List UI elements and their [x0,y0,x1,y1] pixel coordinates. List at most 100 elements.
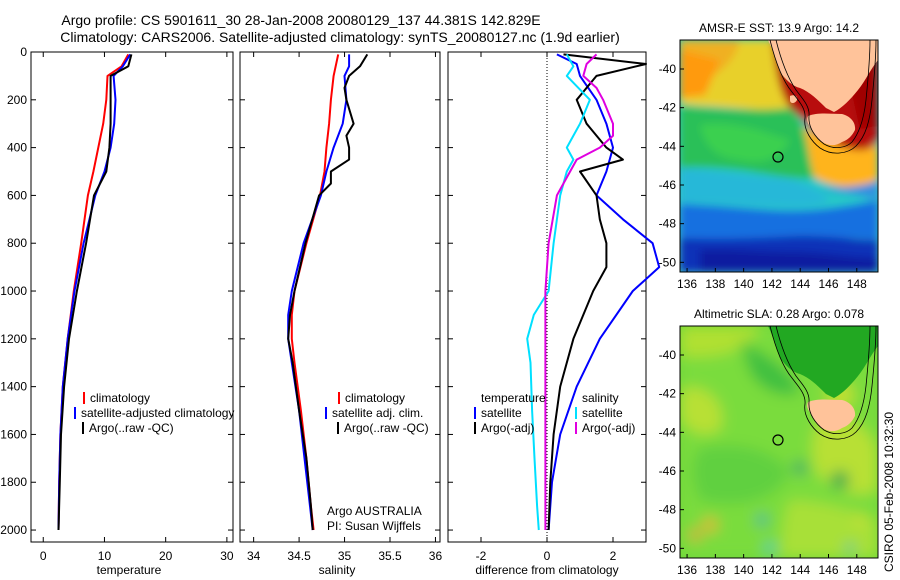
legend-title-salinity: salinity [582,391,619,405]
x-tick-label: 2 [610,549,617,563]
difference-panel-frame [447,51,647,543]
legend-label-salinity-satellite: satellite [582,406,623,420]
x-tick-label: 36 [429,549,443,563]
temperature-legend: climatology satellite-adjusted climatolo… [74,391,234,435]
series-line-temperature-argo-adj- [547,53,647,531]
series-line-climatology [57,53,130,531]
map-x-tick-label: 136 [677,563,697,577]
series-line-temperature-satellite [547,53,661,531]
sst-land-mainland [768,40,878,112]
sla-map-frame [679,325,879,559]
y-tick-label: 1600 [0,427,27,441]
sst-float-marker [772,151,784,163]
x-tick-label: 20 [159,549,173,563]
x-tick-label: 34 [247,549,261,563]
series-line-argo-raw-qc- [57,54,133,531]
map-y-tick-label: -48 [659,217,677,231]
sst-land-tasmania [807,113,856,146]
salinity-panel-frame [239,51,441,543]
series-line-satellite-adjusted-climatology [57,53,132,531]
temperature-panel-frame [30,51,234,543]
legend-label-salinity-argo: Argo(-adj) [582,421,635,435]
map-x-tick-label: 148 [847,277,867,291]
x-tick-label: 0 [40,549,47,563]
temperature-plot: 0 10 20 30 0 200 400 600 800 1000 1200 1400 1600 1800… [0,45,234,563]
y-tick-label: 2000 [0,523,27,537]
sla-float-marker [772,434,784,446]
map-y-tick-label: -42 [659,101,677,115]
map-x-tick-label: 138 [705,563,725,577]
map-y-tick-label: -44 [659,139,677,153]
map-x-tick-label: 146 [818,277,838,291]
sst-land-king-island [790,95,798,103]
map-x-tick-label: 148 [847,563,867,577]
x-tick-label: 30 [220,549,234,563]
y-tick-label: 1400 [0,380,27,394]
x-tick-label: 35.5 [378,549,402,563]
sla-land-mainland [768,326,878,398]
series-line-argo-raw-qc- [287,53,369,531]
title-line-2: Climatology: CARS2006. Satellite-adjuste… [60,29,620,45]
y-tick-label: 200 [7,93,27,107]
salinity-axis-label: salinity [319,563,356,577]
y-tick-label: 800 [7,236,27,250]
legend-label-satellite: satellite adj. clim. [332,406,423,420]
sst-map: AMSR-E SST: 13.9 Argo: 14.2 [659,21,879,291]
legend-label-climatology: climatology [345,391,405,405]
title-line-1: Argo profile: CS 5901611_30 28-Jan-2008 … [61,12,540,28]
map-x-tick-label: 136 [677,277,697,291]
map-x-tick-label: 140 [734,277,754,291]
sst-map-title: AMSR-E SST: 13.9 Argo: 14.2 [699,21,859,35]
sst-map-frame [679,39,879,273]
difference-plot: -2 0 2 [448,51,661,563]
legend-label-temperature-satellite: satellite [481,406,522,420]
sla-map-axes: 136 138 140 142 144 146 148 -40 -42 -44 -46 -48 -50 [659,348,867,577]
map-y-tick-label: -42 [659,387,677,401]
csiro-timestamp: CSIRO 05-Feb-2008 10:32:30 [882,412,896,572]
map-y-tick-label: -44 [659,425,677,439]
map-x-tick-label: 138 [705,277,725,291]
map-y-tick-label: -50 [659,255,677,269]
legend-label-climatology: climatology [90,391,150,405]
sla-land-tasmania [807,399,856,432]
map-y-tick-label: -50 [659,541,677,555]
map-x-tick-label: 146 [818,563,838,577]
map-x-tick-label: 144 [790,563,810,577]
y-tick-label: 0 [20,45,27,59]
x-tick-label: -2 [476,549,487,563]
argo-australia-note: Argo AUSTRALIA [327,504,422,518]
legend-title-temperature: temperature [481,391,546,405]
temperature-axis-label: temperature [97,563,162,577]
x-tick-label: 35 [338,549,352,563]
y-tick-label: 400 [7,141,27,155]
map-x-tick-label: 140 [734,563,754,577]
x-tick-label: 10 [98,549,112,563]
legend-label-argo: Argo(..raw -QC) [89,421,174,435]
y-tick-label: 1800 [0,475,27,489]
map-y-tick-label: -40 [659,62,677,76]
series-line-climatology [290,54,340,531]
pi-note: PI: Susan Wijffels [327,519,421,533]
sla-depth-contour [769,326,877,440]
difference-axis-label: difference from climatology [475,563,618,577]
difference-legend: temperature satellite Argo(-adj) salinit… [474,391,635,435]
sst-depth-contour [769,40,877,154]
salinity-plot: 34 34.5 35 35.5 36 [240,51,443,563]
map-y-tick-label: -48 [659,503,677,517]
map-y-tick-label: -46 [659,178,677,192]
legend-label-satellite: satellite-adjusted climatology [81,406,234,420]
sla-map: Altimetric SLA: 0.28 Argo: 0.078 [659,307,879,577]
y-tick-label: 600 [7,188,27,202]
sst-map-axes: 136 138 140 142 144 146 148 -40 -42 -44 -46 -48 -50 [659,62,867,291]
map-x-tick-label: 142 [762,563,782,577]
legend-label-temperature-argo: Argo(-adj) [481,421,534,435]
map-x-tick-label: 144 [790,277,810,291]
series-line-salinity-argo-adj- [544,53,614,530]
x-tick-label: 34.5 [287,549,311,563]
legend-label-argo: Argo(..raw -QC) [344,421,429,435]
map-y-tick-label: -46 [659,464,677,478]
series-line-satellite-adj-clim- [287,54,351,531]
y-tick-label: 1000 [0,284,27,298]
y-tick-label: 1200 [0,332,27,346]
